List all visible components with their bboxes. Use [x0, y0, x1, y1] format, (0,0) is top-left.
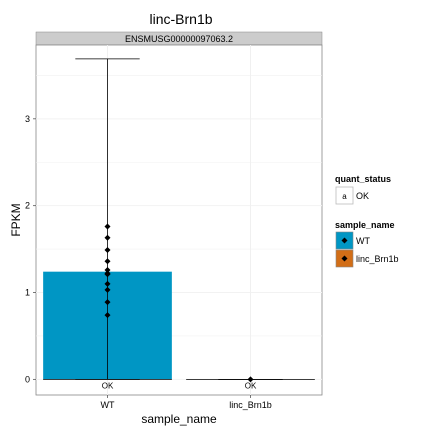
legend-key-diamond	[341, 255, 348, 262]
data-point	[104, 286, 111, 293]
y-axis: 0 1 2 3	[25, 114, 36, 384]
legend-title-sample-name: sample_name	[335, 220, 395, 230]
x-axis-label: sample_name	[141, 412, 217, 426]
facet-label: ENSMUSG00000097063.2	[125, 34, 233, 44]
y-tick-label: 2	[25, 201, 30, 211]
data-point	[104, 280, 111, 287]
x-tick-label: linc_Brn1b	[229, 400, 272, 410]
data-point	[104, 246, 111, 253]
status-label: OK	[102, 381, 114, 390]
data-point	[104, 271, 111, 278]
y-tick-label: 0	[25, 374, 30, 384]
data-points	[104, 223, 254, 383]
legend-key-glyph: a	[342, 192, 347, 201]
y-axis-label: FPKM	[9, 203, 23, 236]
legend-key-diamond	[341, 237, 348, 244]
x-axis: WT linc_Brn1b	[101, 395, 272, 410]
legend-key-quant-status	[335, 186, 354, 205]
data-point	[247, 376, 254, 383]
legend: quant_status a OK sample_name WT linc_Brn…	[335, 174, 399, 268]
legend-item-label: linc_Brn1b	[356, 254, 399, 264]
data-point	[104, 299, 111, 306]
data-point	[104, 258, 111, 265]
y-tick-label: 1	[25, 288, 30, 298]
data-point	[104, 266, 111, 273]
legend-title-quant-status: quant_status	[335, 174, 391, 184]
legend-item-label: WT	[356, 236, 370, 246]
y-tick-label: 3	[25, 114, 30, 124]
legend-item-ok: OK	[356, 191, 369, 201]
status-labels: OK OK	[102, 381, 257, 390]
chart-title: linc-Brn1b	[149, 11, 212, 27]
data-point	[104, 234, 111, 241]
data-point	[104, 312, 111, 319]
status-label: OK	[245, 381, 257, 390]
x-tick-label: WT	[101, 400, 115, 410]
data-point	[104, 223, 111, 230]
